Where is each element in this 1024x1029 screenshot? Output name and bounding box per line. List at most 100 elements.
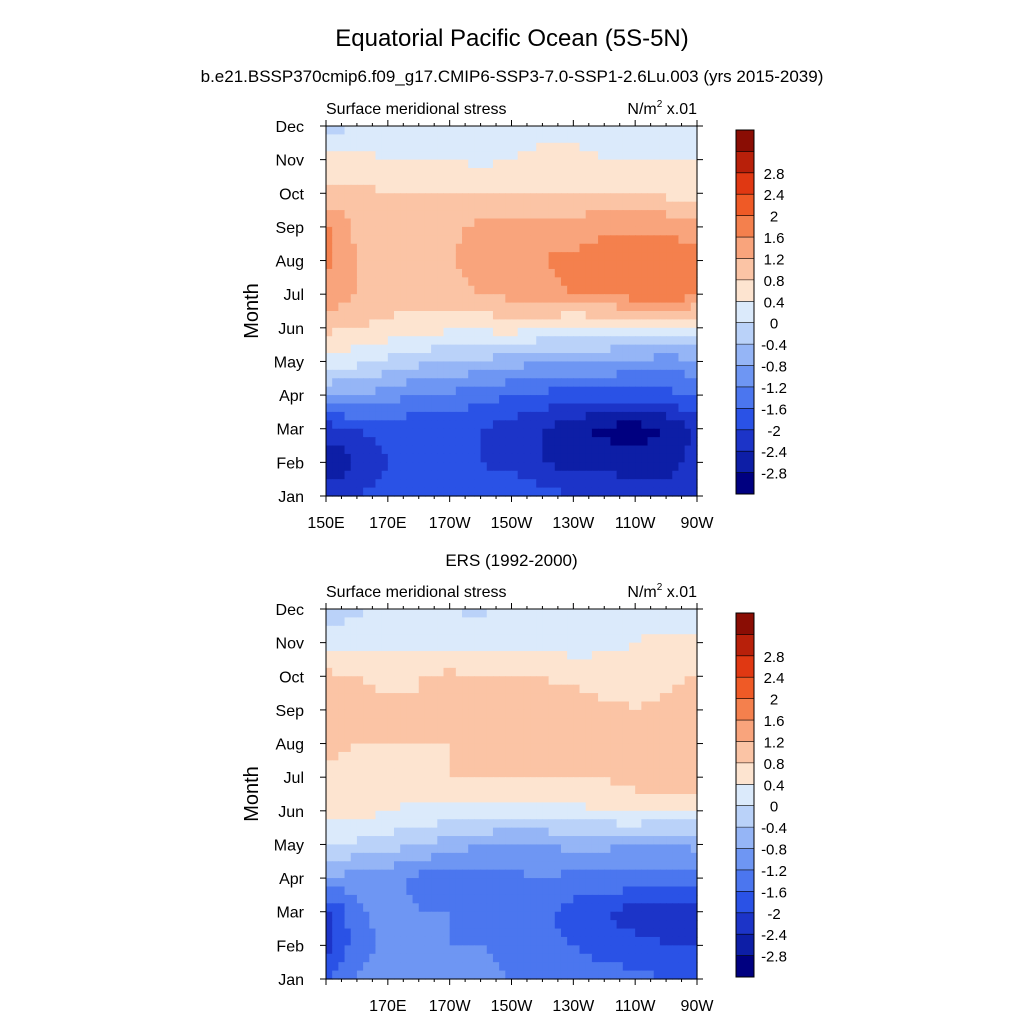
heatmap-cell bbox=[629, 269, 636, 278]
heatmap-cell bbox=[573, 643, 580, 652]
heatmap-cell bbox=[685, 760, 692, 769]
heatmap-cell bbox=[419, 676, 426, 685]
heatmap-cell bbox=[654, 328, 661, 337]
heatmap-cell bbox=[382, 143, 389, 152]
heatmap-cell bbox=[431, 617, 438, 626]
heatmap-cell bbox=[512, 651, 519, 660]
heatmap-cell bbox=[629, 462, 636, 471]
heatmap-cell bbox=[450, 668, 457, 677]
heatmap-cell bbox=[635, 219, 642, 228]
heatmap-cell bbox=[345, 828, 352, 837]
heatmap-cell bbox=[666, 328, 673, 337]
heatmap-cell bbox=[493, 777, 500, 786]
heatmap-cell bbox=[610, 794, 617, 803]
heatmap-cell bbox=[443, 634, 450, 643]
heatmap-cell bbox=[406, 269, 413, 278]
heatmap-cell bbox=[505, 828, 512, 837]
heatmap-cell bbox=[462, 609, 469, 618]
heatmap-cell bbox=[648, 202, 655, 211]
heatmap-cell bbox=[456, 836, 463, 845]
heatmap-cell bbox=[487, 752, 494, 761]
heatmap-cell bbox=[530, 693, 537, 702]
heatmap-cell bbox=[326, 193, 333, 202]
heatmap-cell bbox=[437, 269, 444, 278]
heatmap-cell bbox=[332, 769, 339, 778]
heatmap-cell bbox=[338, 219, 345, 228]
heatmap-cell bbox=[518, 210, 525, 219]
heatmap-cell bbox=[456, 668, 463, 677]
heatmap-cell bbox=[672, 609, 679, 618]
heatmap-cell bbox=[672, 277, 679, 286]
heatmap-cell bbox=[512, 836, 519, 845]
heatmap-cell bbox=[610, 420, 617, 429]
heatmap-cell bbox=[326, 462, 333, 471]
heatmap-cell bbox=[388, 479, 395, 488]
heatmap-cell bbox=[425, 454, 432, 463]
heatmap-cell bbox=[413, 744, 420, 753]
heatmap-cell bbox=[419, 659, 426, 668]
heatmap-cell bbox=[388, 836, 395, 845]
heatmap-cell bbox=[406, 219, 413, 228]
heatmap-cell bbox=[394, 294, 401, 303]
heatmap-cell bbox=[394, 471, 401, 480]
heatmap-cell bbox=[456, 193, 463, 202]
heatmap-cell bbox=[400, 488, 407, 497]
heatmap-cell bbox=[678, 794, 685, 803]
heatmap-cell bbox=[462, 160, 469, 169]
heatmap-cell bbox=[549, 219, 556, 228]
heatmap-cell bbox=[499, 626, 506, 635]
heatmap-cell bbox=[456, 912, 463, 921]
heatmap-cell bbox=[388, 353, 395, 362]
heatmap-cell bbox=[363, 634, 370, 643]
heatmap-cell bbox=[375, 252, 382, 261]
heatmap-cell bbox=[648, 760, 655, 769]
heatmap-cell bbox=[493, 727, 500, 736]
heatmap-cell bbox=[400, 786, 407, 795]
heatmap-cell bbox=[474, 634, 481, 643]
heatmap-cell bbox=[660, 735, 667, 744]
heatmap-cell bbox=[592, 659, 599, 668]
heatmap-cell bbox=[400, 735, 407, 744]
heatmap-cell bbox=[419, 626, 426, 635]
heatmap-cell bbox=[512, 336, 519, 345]
heatmap-cell bbox=[598, 294, 605, 303]
heatmap-cell bbox=[425, 185, 432, 194]
heatmap-cell bbox=[326, 286, 333, 295]
heatmap-cell bbox=[610, 710, 617, 719]
heatmap-cell bbox=[542, 811, 549, 820]
heatmap-cell bbox=[635, 160, 642, 169]
heatmap-cell bbox=[406, 702, 413, 711]
heatmap-cell bbox=[512, 202, 519, 211]
colorbar-label: 1.6 bbox=[764, 230, 785, 247]
heatmap-cell bbox=[425, 202, 432, 211]
heatmap-cell bbox=[635, 870, 642, 879]
heatmap-cell bbox=[431, 819, 438, 828]
heatmap-cell bbox=[413, 718, 420, 727]
heatmap-cell bbox=[332, 895, 339, 904]
heatmap-cell bbox=[536, 836, 543, 845]
heatmap-cell bbox=[425, 126, 432, 135]
heatmap-cell bbox=[468, 811, 475, 820]
heatmap-cell bbox=[487, 471, 494, 480]
heatmap-cell bbox=[641, 702, 648, 711]
heatmap-cell bbox=[382, 488, 389, 497]
heatmap-cell bbox=[598, 345, 605, 354]
heatmap-cell bbox=[604, 895, 611, 904]
heatmap-cell bbox=[592, 345, 599, 354]
heatmap-cell bbox=[604, 328, 611, 337]
heatmap-cell bbox=[561, 210, 568, 219]
heatmap-cell bbox=[542, 887, 549, 896]
heatmap-cell bbox=[338, 235, 345, 244]
heatmap-cell bbox=[437, 378, 444, 387]
heatmap-cell bbox=[567, 811, 574, 820]
heatmap-cell bbox=[629, 760, 636, 769]
heatmap-cell bbox=[678, 252, 685, 261]
heatmap-cell bbox=[678, 668, 685, 677]
heatmap-cell bbox=[369, 769, 376, 778]
heatmap-cell bbox=[468, 870, 475, 879]
heatmap-cell bbox=[610, 760, 617, 769]
heatmap-cell bbox=[648, 471, 655, 480]
heatmap-cell bbox=[617, 311, 624, 320]
heatmap-cell bbox=[437, 676, 444, 685]
heatmap-cell bbox=[580, 760, 587, 769]
